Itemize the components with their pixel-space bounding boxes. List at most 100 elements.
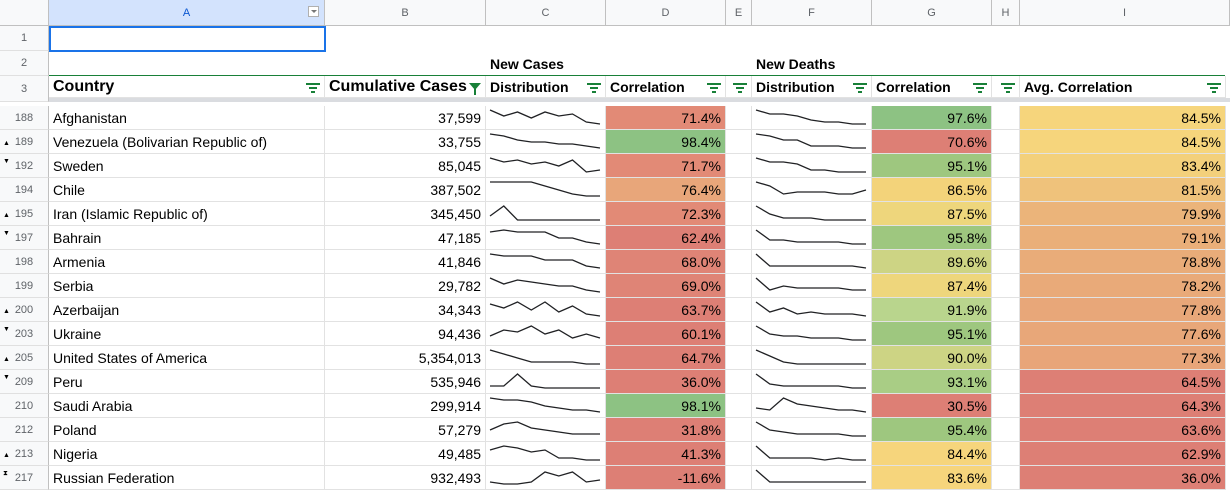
country-cell[interactable]: Ukraine — [49, 322, 325, 346]
frozen-rows-divider[interactable] — [49, 98, 1230, 102]
row-header[interactable]: 2 — [0, 51, 49, 76]
row-header[interactable]: ⧗ 217 — [0, 466, 49, 490]
correlation-deaths-cell[interactable]: 83.6% — [872, 466, 992, 490]
avg-correlation-cell[interactable]: 78.2% — [1020, 274, 1226, 298]
distribution-deaths-cell[interactable] — [752, 370, 872, 394]
avg-correlation-cell[interactable]: 84.5% — [1020, 106, 1226, 130]
country-cell[interactable]: Saudi Arabia — [49, 394, 325, 418]
correlation-deaths-cell[interactable]: 95.4% — [872, 418, 992, 442]
correlation-cases-cell[interactable]: 68.0% — [606, 250, 726, 274]
distribution-cases-cell[interactable] — [486, 154, 606, 178]
distribution-deaths-cell[interactable] — [752, 226, 872, 250]
empty-cell-e[interactable] — [726, 322, 752, 346]
distribution-deaths-cell[interactable] — [752, 394, 872, 418]
country-cell[interactable]: United States of America — [49, 346, 325, 370]
row-header[interactable]: ▲ 205 — [0, 346, 49, 370]
empty-cell-e[interactable] — [726, 154, 752, 178]
empty-cell-h[interactable] — [992, 226, 1020, 250]
row-group-collapse-icon[interactable]: ▼ — [3, 374, 10, 381]
avg-correlation-cell[interactable]: 79.1% — [1020, 226, 1226, 250]
cumulative-cases-cell[interactable]: 5,354,013 — [325, 346, 486, 370]
distribution-deaths-cell[interactable] — [752, 154, 872, 178]
empty-cell-h[interactable] — [992, 418, 1020, 442]
empty-cell-h[interactable] — [992, 274, 1020, 298]
empty-cell-h[interactable] — [992, 178, 1020, 202]
avg-correlation-cell[interactable]: 36.0% — [1020, 466, 1226, 490]
country-cell[interactable]: Iran (Islamic Republic of) — [49, 202, 325, 226]
correlation-cases-cell[interactable]: 98.1% — [606, 394, 726, 418]
empty-cell-h[interactable] — [992, 298, 1020, 322]
row-header[interactable]: 194 — [0, 178, 49, 202]
distribution-cases-cell[interactable] — [486, 226, 606, 250]
empty-cell-h[interactable] — [992, 154, 1020, 178]
avg-correlation-cell[interactable]: 64.5% — [1020, 370, 1226, 394]
correlation-deaths-cell[interactable]: 95.1% — [872, 154, 992, 178]
empty-cell-h[interactable] — [992, 130, 1020, 154]
cumulative-cases-cell[interactable]: 299,914 — [325, 394, 486, 418]
column-header-i[interactable]: I — [1020, 0, 1230, 26]
correlation-deaths-cell[interactable]: 86.5% — [872, 178, 992, 202]
distribution-cases-cell[interactable] — [486, 370, 606, 394]
distribution-deaths-cell[interactable] — [752, 442, 872, 466]
avg-correlation-cell[interactable]: 62.9% — [1020, 442, 1226, 466]
distribution-deaths-cell[interactable] — [752, 106, 872, 130]
cumulative-cases-cell[interactable]: 57,279 — [325, 418, 486, 442]
correlation-cases-cell[interactable]: 62.4% — [606, 226, 726, 250]
row-header[interactable]: ▼ 203 — [0, 322, 49, 346]
distribution-cases-cell[interactable] — [486, 106, 606, 130]
cumulative-cases-cell[interactable]: 41,846 — [325, 250, 486, 274]
empty-cell-e[interactable] — [726, 202, 752, 226]
correlation-deaths-cell[interactable]: 30.5% — [872, 394, 992, 418]
distribution-cases-cell[interactable] — [486, 466, 606, 490]
filter-icon[interactable] — [306, 83, 320, 93]
cumulative-cases-cell[interactable]: 94,436 — [325, 322, 486, 346]
column-header-g[interactable]: G — [872, 0, 992, 26]
column-header-d[interactable]: D — [606, 0, 726, 26]
distribution-cases-cell[interactable] — [486, 298, 606, 322]
distribution-cases-cell[interactable] — [486, 130, 606, 154]
row-group-expand-icon[interactable]: ▲ — [3, 308, 10, 315]
avg-correlation-cell[interactable]: 79.9% — [1020, 202, 1226, 226]
distribution-deaths-cell[interactable] — [752, 466, 872, 490]
row-group-expand-icon[interactable]: ▲ — [3, 452, 10, 459]
empty-cell-e[interactable] — [726, 250, 752, 274]
cumulative-cases-cell[interactable]: 37,599 — [325, 106, 486, 130]
country-cell[interactable]: Peru — [49, 370, 325, 394]
distribution-cases-cell[interactable] — [486, 394, 606, 418]
correlation-cases-cell[interactable]: 31.8% — [606, 418, 726, 442]
empty-cell-e[interactable] — [726, 370, 752, 394]
empty-cell-e[interactable] — [726, 442, 752, 466]
empty-cell-h[interactable] — [992, 346, 1020, 370]
row-header[interactable]: ▼ 192 — [0, 154, 49, 178]
empty-cell-h[interactable] — [992, 442, 1020, 466]
correlation-deaths-cell[interactable]: 91.9% — [872, 298, 992, 322]
empty-cell-e[interactable] — [726, 394, 752, 418]
correlation-cases-cell[interactable]: 76.4% — [606, 178, 726, 202]
row-group-collapse-icon[interactable]: ▼ — [3, 326, 10, 333]
avg-correlation-cell[interactable]: 83.4% — [1020, 154, 1226, 178]
filter-icon[interactable] — [853, 83, 867, 93]
correlation-deaths-cell[interactable]: 87.5% — [872, 202, 992, 226]
row-header[interactable]: ▲ 189 — [0, 130, 49, 154]
empty-cell-h[interactable] — [992, 322, 1020, 346]
empty-cell-e[interactable] — [726, 418, 752, 442]
cumulative-cases-cell[interactable]: 47,185 — [325, 226, 486, 250]
header-correlation-deaths[interactable]: Correlation — [872, 76, 992, 98]
avg-correlation-cell[interactable]: 84.5% — [1020, 130, 1226, 154]
empty-cell-h[interactable] — [992, 394, 1020, 418]
empty-cell-e[interactable] — [726, 226, 752, 250]
distribution-cases-cell[interactable] — [486, 418, 606, 442]
cumulative-cases-cell[interactable]: 932,493 — [325, 466, 486, 490]
distribution-deaths-cell[interactable] — [752, 322, 872, 346]
distribution-cases-cell[interactable] — [486, 346, 606, 370]
distribution-deaths-cell[interactable] — [752, 418, 872, 442]
distribution-cases-cell[interactable] — [486, 274, 606, 298]
correlation-deaths-cell[interactable]: 90.0% — [872, 346, 992, 370]
row-header[interactable]: 212 — [0, 418, 49, 442]
row-header[interactable]: 198 — [0, 250, 49, 274]
empty-cell-e[interactable] — [726, 274, 752, 298]
country-cell[interactable]: Armenia — [49, 250, 325, 274]
row-group-collapse-icon[interactable]: ▼ — [3, 230, 10, 237]
column-header-f[interactable]: F — [752, 0, 872, 26]
correlation-deaths-cell[interactable]: 93.1% — [872, 370, 992, 394]
